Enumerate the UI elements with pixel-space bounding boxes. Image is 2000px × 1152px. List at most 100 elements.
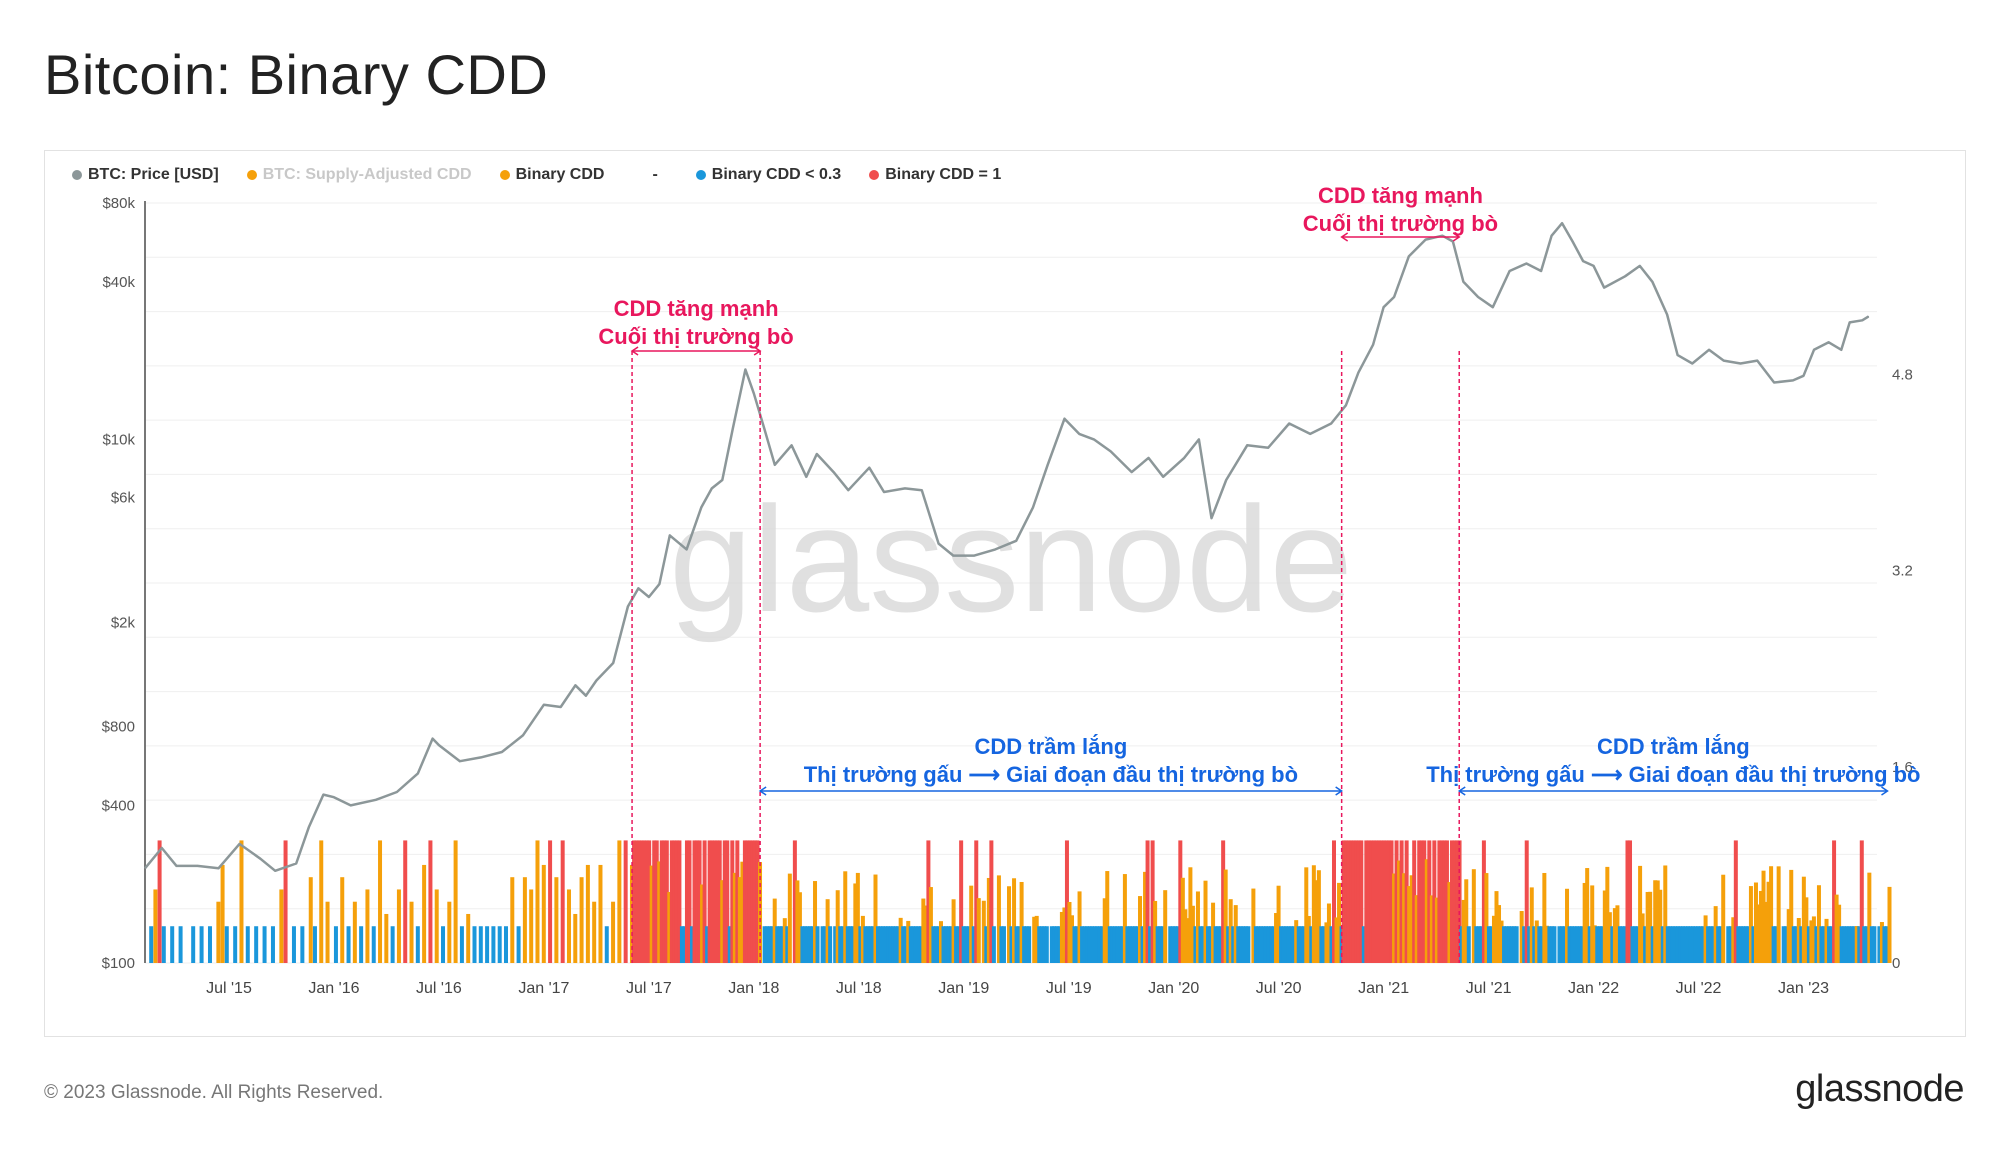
binary-cdd-bar (1872, 926, 1877, 963)
binary-cdd-bar (1481, 840, 1486, 963)
legend-item-binary-cdd-one[interactable]: Binary CDD = 1 (869, 166, 1001, 184)
chart-svg[interactable]: $100 $400 $800 $2k $6k $10k $40k $80k 0 1.6 3.2 4.8… (45, 151, 1965, 1036)
binary-cdd-bar (1354, 840, 1359, 963)
price-point (973, 555, 975, 557)
binary-cdd-bar (554, 877, 559, 963)
binary-cdd-bar (949, 926, 954, 963)
x-tick-label: Jan '17 (518, 980, 569, 997)
footer-copyright: © 2023 Glassnode. All Rights Reserved. (44, 1082, 384, 1103)
binary-cdd-bar (270, 926, 275, 963)
binary-cdd-bar (1112, 926, 1117, 963)
legend-item-binary-cdd[interactable]: Binary CDD (499, 166, 604, 184)
binary-cdd-bar (1821, 926, 1826, 963)
binary-cdd-bar (1160, 926, 1165, 963)
price-point (1462, 281, 1464, 283)
binary-cdd-bar (566, 889, 571, 963)
binary-cdd-bar (1507, 926, 1512, 963)
binary-cdd-bar (1419, 840, 1424, 963)
binary-cdd-bar (976, 898, 981, 963)
price-point (438, 744, 440, 746)
binary-cdd-bar (1847, 926, 1852, 963)
legend-label-supply-adjusted-cdd: BTC: Supply-Adjusted CDD (262, 166, 472, 183)
binary-cdd-bar (642, 840, 647, 963)
binary-cdd-bar (1877, 926, 1882, 963)
binary-cdd-bar (1143, 871, 1148, 963)
binary-cdd-bar (1087, 926, 1092, 963)
binary-cdd-bar (1299, 926, 1304, 963)
calm-arrow-head-right (1881, 786, 1889, 796)
binary-cdd-bar (1321, 926, 1326, 963)
binary-cdd-bar (1125, 926, 1130, 963)
binary-cdd-bar (725, 840, 730, 963)
binary-cdd-bar (926, 840, 931, 963)
binary-cdd-bar (1630, 926, 1635, 963)
binary-cdd-bar (893, 926, 898, 963)
legend-item-supply-adjusted-cdd[interactable]: BTC: Supply-Adjusted CDD (246, 166, 472, 184)
price-point (480, 756, 482, 758)
binary-cdd-bar (1690, 926, 1695, 963)
binary-cdd-bar (325, 901, 330, 963)
binary-cdd-bar (1761, 870, 1766, 963)
binary-cdd-bar (649, 865, 654, 963)
binary-cdd-bar (157, 840, 162, 963)
binary-cdd-bar (1857, 926, 1862, 963)
legend-item-price[interactable]: BTC: Price [USD] (72, 166, 219, 184)
binary-cdd-bar (441, 926, 446, 963)
legend-dot-supply-adjusted-cdd (246, 170, 257, 180)
binary-cdd-bar (1567, 926, 1572, 963)
binary-cdd-bar (908, 926, 913, 963)
binary-cdd-bar (1839, 926, 1844, 963)
binary-cdd-bar (1042, 926, 1047, 963)
legend-item-binary-cdd-low[interactable]: Binary CDD < 0.3 (695, 166, 841, 184)
binary-cdd-bar (815, 926, 820, 963)
binary-cdd-bar (1882, 926, 1887, 963)
binary-cdd-bar (971, 926, 976, 963)
binary-cdd-bar (1437, 840, 1442, 963)
binary-cdd-bar (969, 885, 974, 963)
x-tick-label: Jan '22 (1568, 980, 1619, 997)
binary-cdd-bar (1547, 926, 1552, 963)
binary-cdd-bar (1602, 890, 1607, 963)
binary-cdd-bar (1728, 926, 1733, 963)
binary-cdd-bar (1769, 866, 1774, 963)
binary-cdd-bar (1392, 873, 1397, 963)
binary-cdd-bar (1439, 840, 1444, 963)
binary-cdd-bar (1052, 926, 1057, 963)
binary-cdd-bar (707, 840, 712, 963)
binary-cdd-bar (1127, 926, 1132, 963)
binary-cdd-bar (541, 864, 546, 963)
binary-cdd-bar (1211, 902, 1216, 963)
y-right-tick-label: 3.2 (1892, 563, 1913, 580)
price-point (1551, 235, 1553, 237)
binary-cdd-bar (712, 840, 717, 963)
price-point (1861, 319, 1863, 321)
binary-cdd-bar (1539, 926, 1544, 963)
binary-cdd-bar (1466, 926, 1471, 963)
glassnode-logo[interactable]: glassnode (1795, 1068, 1964, 1110)
binary-cdd-bar (823, 926, 828, 963)
binary-cdd-bar (813, 881, 818, 963)
binary-cdd-bar (1075, 926, 1080, 963)
binary-cdd-bar (1711, 926, 1716, 963)
binary-cdd-bar (1738, 926, 1743, 963)
binary-cdd-bar (777, 926, 782, 963)
binary-cdd-bar (1552, 926, 1557, 963)
binary-cdd-bar (1130, 926, 1135, 963)
binary-cdd-bar (991, 926, 996, 963)
binary-cdd-bar (770, 926, 775, 963)
legend-label-binary-cdd-one: Binary CDD = 1 (885, 166, 1002, 183)
binary-cdd-bar (1261, 926, 1266, 963)
binary-cdd-bar (1246, 926, 1251, 963)
binary-cdd-bar (1592, 925, 1597, 963)
binary-cdd-bar (1741, 926, 1746, 963)
price-point (1452, 241, 1454, 243)
binary-cdd-bar (1622, 926, 1627, 963)
binary-cdd-bar (1097, 926, 1102, 963)
binary-cdd-bar (1721, 874, 1726, 963)
binary-cdd-bar (224, 926, 229, 963)
binary-cdd-bar (1512, 926, 1517, 963)
legend-item-dash[interactable]: - (652, 166, 657, 184)
binary-cdd-bar (1794, 926, 1799, 963)
binary-cdd-bar (308, 877, 313, 963)
binary-cdd-bar (850, 926, 855, 963)
